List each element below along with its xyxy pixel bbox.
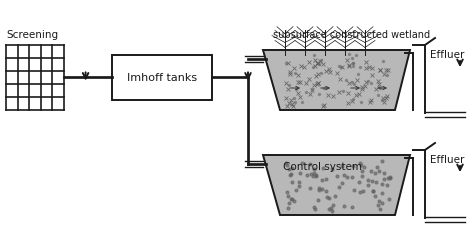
Text: Screening: Screening	[6, 30, 58, 40]
Text: Control system: Control system	[283, 162, 362, 172]
Text: Effluer: Effluer	[430, 50, 465, 60]
Polygon shape	[263, 50, 410, 110]
Text: subsurface constructed wetland: subsurface constructed wetland	[273, 30, 430, 40]
Polygon shape	[263, 155, 410, 215]
Text: Imhoff tanks: Imhoff tanks	[127, 73, 197, 83]
Bar	[112, 55, 212, 100]
Text: Effluer: Effluer	[430, 155, 465, 165]
